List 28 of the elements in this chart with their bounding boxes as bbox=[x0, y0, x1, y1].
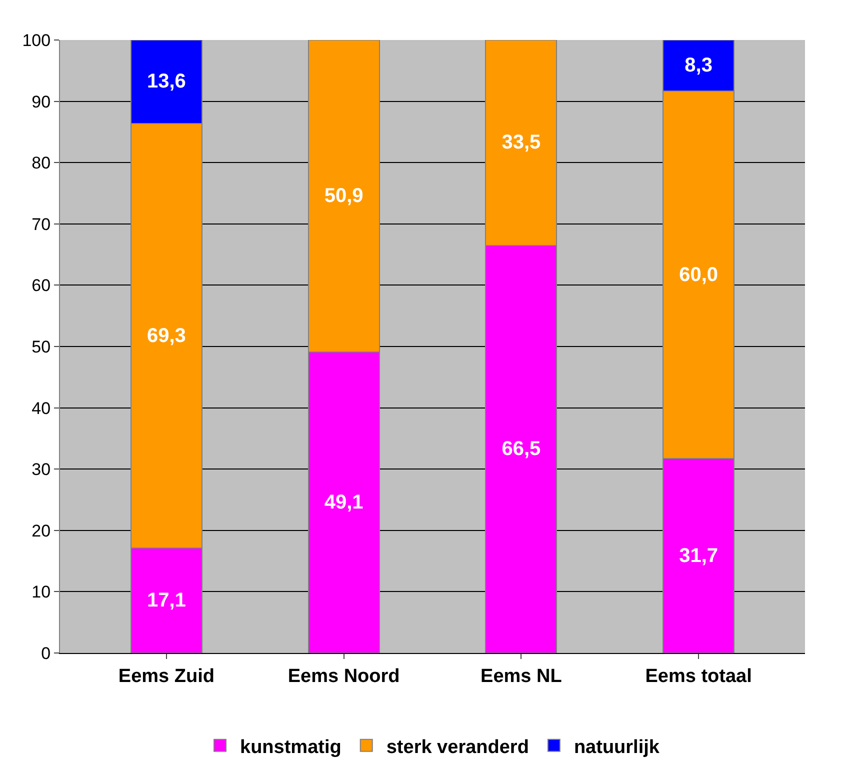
y-tick-label: 40 bbox=[32, 398, 51, 418]
y-tick-label: 100 bbox=[22, 30, 51, 50]
data-label: 8,3 bbox=[684, 54, 712, 76]
x-tick-label: Eems NL bbox=[480, 666, 562, 687]
data-label: 13,6 bbox=[146, 70, 186, 93]
data-label: 49,1 bbox=[324, 492, 364, 514]
data-label: 33,5 bbox=[502, 132, 541, 154]
x-tick-label: Eems Zuid bbox=[118, 666, 214, 687]
y-tick-label: 90 bbox=[32, 92, 51, 112]
data-label: 69,3 bbox=[146, 324, 186, 347]
x-tick-label: Eems Noord bbox=[288, 666, 400, 687]
legend-label: sterk veranderd bbox=[386, 736, 529, 758]
y-tick-label: 60 bbox=[32, 276, 51, 296]
y-tick-label: 70 bbox=[32, 214, 51, 234]
y-tick-label: 80 bbox=[32, 154, 51, 173]
y-tick-label: 50 bbox=[32, 337, 51, 356]
data-label: 31,7 bbox=[679, 544, 718, 567]
data-label: 17,1 bbox=[146, 590, 186, 612]
legend-label: natuurlijk bbox=[574, 736, 660, 758]
data-label: 60,0 bbox=[679, 264, 718, 286]
x-tick-label: Eems totaal bbox=[645, 666, 752, 687]
y-tick-label: 10 bbox=[32, 582, 51, 602]
y-tick-label: 30 bbox=[32, 460, 51, 480]
y-tick-label: 20 bbox=[32, 521, 51, 540]
data-label: 50,9 bbox=[324, 185, 364, 208]
y-tick-label: 0 bbox=[41, 644, 51, 663]
data-label: 66,5 bbox=[502, 438, 541, 460]
legend-label: kunstmatig bbox=[240, 736, 342, 758]
